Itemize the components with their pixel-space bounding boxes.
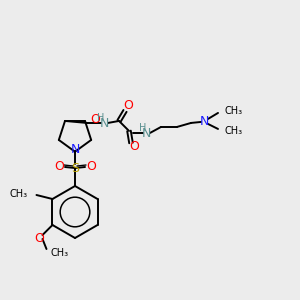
Text: S: S (71, 161, 79, 175)
Text: CH₃: CH₃ (224, 106, 242, 116)
Text: N: N (70, 143, 80, 156)
Text: N: N (199, 116, 209, 128)
Text: CH₃: CH₃ (50, 248, 69, 258)
Text: O: O (86, 160, 96, 173)
Text: N: N (99, 117, 109, 130)
Text: O: O (129, 140, 139, 153)
Text: H: H (139, 123, 147, 133)
Text: CH₃: CH₃ (9, 189, 28, 199)
Text: O: O (54, 160, 64, 173)
Text: H: H (97, 113, 105, 123)
Text: O: O (123, 99, 133, 112)
Text: N: N (141, 128, 151, 140)
Text: O: O (90, 113, 100, 126)
Text: CH₃: CH₃ (224, 126, 242, 136)
Text: O: O (34, 232, 44, 245)
